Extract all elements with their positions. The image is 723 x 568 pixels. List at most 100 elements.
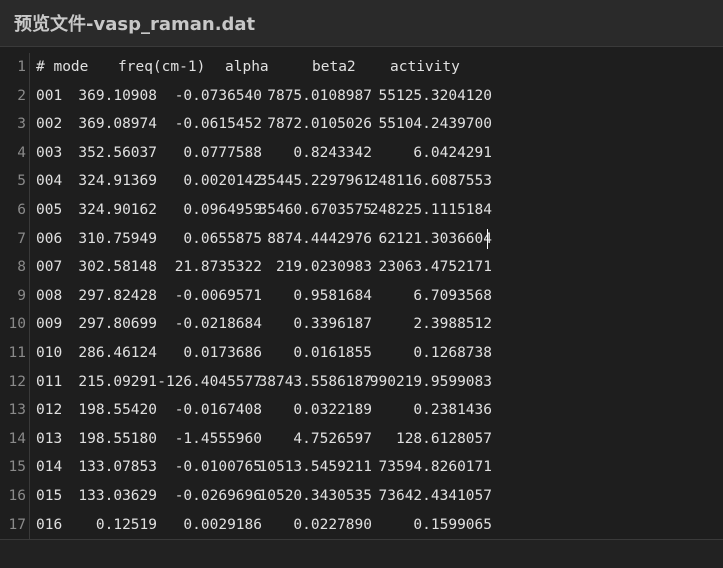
cell-alpha: 0.0777588	[183, 144, 262, 161]
text-editor[interactable]: 1 # mode freq(cm-1) alpha beta2 activity 2 001 3…	[0, 53, 723, 539]
cell-beta2: 0.3396187	[293, 316, 372, 333]
header-mode: # mode	[36, 59, 89, 75]
line-number: 16	[8, 488, 26, 504]
cell-activity: 248225.1115184	[369, 202, 492, 218]
cell-mode: 015	[36, 488, 63, 504]
data-line: 17 016 0.12519 0.0029186 0.0227890 0.1599065	[0, 511, 723, 539]
cell-beta2: 35445.2297961	[258, 173, 373, 190]
cell-mode: 001	[36, 87, 63, 104]
cell-activity: 0.2381436	[413, 402, 492, 419]
cell-freq: 324.91369	[78, 173, 157, 190]
line-number: 10	[8, 316, 26, 333]
header-beta2: beta2	[312, 59, 356, 75]
cell-activity: 62121.3036604	[378, 230, 493, 247]
line-number: 8	[17, 259, 26, 276]
cell-activity: 55125.3204120	[378, 87, 493, 104]
data-line: 2 001 369.10908 -0.0736540 7875.0108987 55125…	[0, 82, 723, 110]
line-number: 2	[17, 87, 26, 104]
cell-activity: 6.0424291	[413, 144, 492, 161]
cell-alpha: 0.0029186	[183, 516, 262, 533]
line-number: 4	[17, 144, 26, 161]
line-number: 14	[8, 430, 26, 447]
cell-freq: 133.03629	[78, 488, 157, 504]
cell-mode: 014	[36, 459, 63, 476]
header-activity: activity	[390, 59, 460, 75]
line-number: 3	[17, 116, 26, 133]
window-title: 预览文件-vasp_raman.dat	[14, 14, 256, 35]
cell-beta2: 4.7526597	[293, 430, 372, 447]
cell-alpha: -0.0615452	[174, 116, 262, 133]
data-line: 3 002 369.08974 -0.0615452 7872.0105026 55104…	[0, 110, 723, 138]
cell-beta2: 0.9581684	[293, 287, 372, 304]
cell-mode: 007	[36, 259, 63, 276]
title-bar: 预览文件-vasp_raman.dat	[0, 0, 723, 47]
cell-activity: 2.3988512	[413, 316, 492, 333]
cell-activity: 128.6128057	[395, 430, 492, 447]
cell-mode: 010	[36, 345, 63, 361]
cell-alpha: 0.0020142	[183, 173, 262, 190]
cell-alpha: 0.0655875	[183, 230, 262, 247]
data-line: 13 012 198.55420 -0.0167408 0.0322189 0.23814…	[0, 396, 723, 424]
line-number: 9	[17, 287, 26, 304]
data-line: 5 004 324.91369 0.0020142 35445.2297961 24811…	[0, 167, 723, 195]
data-line: 9 008 297.82428 -0.0069571 0.9581684 6.709356…	[0, 282, 723, 310]
cell-beta2: 0.0322189	[293, 402, 372, 419]
cell-freq: 310.75949	[78, 230, 157, 247]
cell-alpha: -0.0069571	[174, 287, 262, 304]
cell-alpha: -126.4045577	[157, 373, 262, 390]
cell-activity: 23063.4752171	[378, 259, 493, 276]
cell-activity: 73594.8260171	[378, 459, 493, 476]
line-number: 12	[8, 373, 26, 390]
cell-freq: 369.10908	[78, 87, 157, 104]
cell-alpha: 21.8735322	[174, 259, 262, 276]
cell-alpha: -0.0218684	[174, 316, 262, 333]
cell-beta2: 7875.0108987	[267, 87, 372, 104]
cell-beta2: 10513.5459211	[258, 459, 373, 476]
cell-freq: 0.12519	[95, 516, 157, 533]
cell-freq: 352.56037	[78, 144, 157, 161]
cell-mode: 003	[36, 144, 63, 161]
cell-alpha: -0.0269696	[174, 488, 262, 504]
cell-mode: 002	[36, 116, 63, 133]
cell-mode: 012	[36, 402, 63, 419]
line-number: 11	[8, 345, 26, 361]
cell-alpha: -0.0167408	[174, 402, 262, 419]
cell-activity: 6.7093568	[413, 287, 492, 304]
data-line: 10 009 297.80699 -0.0218684 0.3396187 2.39885…	[0, 310, 723, 338]
cell-activity: 0.1268738	[413, 345, 492, 361]
cell-beta2: 38743.5586187	[258, 373, 373, 390]
data-line: 12 011 215.09291 -126.4045577 38743.5586187 9…	[0, 368, 723, 396]
data-line: 8 007 302.58148 21.8735322 219.0230983 23063.…	[0, 253, 723, 281]
line-number: 1	[17, 59, 26, 75]
line-number: 5	[17, 173, 26, 190]
cell-beta2: 0.0161855	[293, 345, 372, 361]
cell-alpha: -0.0736540	[174, 87, 262, 104]
cell-mode: 006	[36, 230, 63, 247]
cell-beta2: 7872.0105026	[267, 116, 372, 133]
gutter-divider	[29, 53, 30, 539]
line-number: 15	[8, 459, 26, 476]
cell-freq: 198.55180	[78, 430, 157, 447]
cell-freq: 297.80699	[78, 316, 157, 333]
header-freq: freq(cm-1)	[118, 59, 206, 75]
cell-freq: 133.07853	[78, 459, 157, 476]
cell-activity: 990219.9599083	[369, 373, 492, 390]
cell-mode: 011	[36, 373, 63, 390]
cell-alpha: -1.4555960	[174, 430, 262, 447]
cell-freq: 286.46124	[78, 345, 157, 361]
cell-freq: 198.55420	[78, 402, 157, 419]
text-cursor	[487, 228, 488, 249]
cell-beta2: 219.0230983	[275, 259, 372, 276]
cell-alpha: 0.0173686	[183, 345, 262, 361]
data-line: 14 013 198.55180 -1.4555960 4.7526597 128.612…	[0, 425, 723, 453]
cell-beta2: 10520.3430535	[258, 488, 373, 504]
cell-mode: 008	[36, 287, 63, 304]
data-line: 6 005 324.90162 0.0964959 35460.6703575 24822…	[0, 196, 723, 224]
cell-freq: 369.08974	[78, 116, 157, 133]
cell-mode: 009	[36, 316, 63, 333]
data-line: 11 010 286.46124 0.0173686 0.0161855 0.126873…	[0, 339, 723, 367]
footer-bar	[0, 540, 723, 568]
data-line: 15 014 133.07853 -0.0100765 10513.5459211 735…	[0, 453, 723, 481]
cell-freq: 324.90162	[78, 202, 157, 218]
cell-freq: 297.82428	[78, 287, 157, 304]
